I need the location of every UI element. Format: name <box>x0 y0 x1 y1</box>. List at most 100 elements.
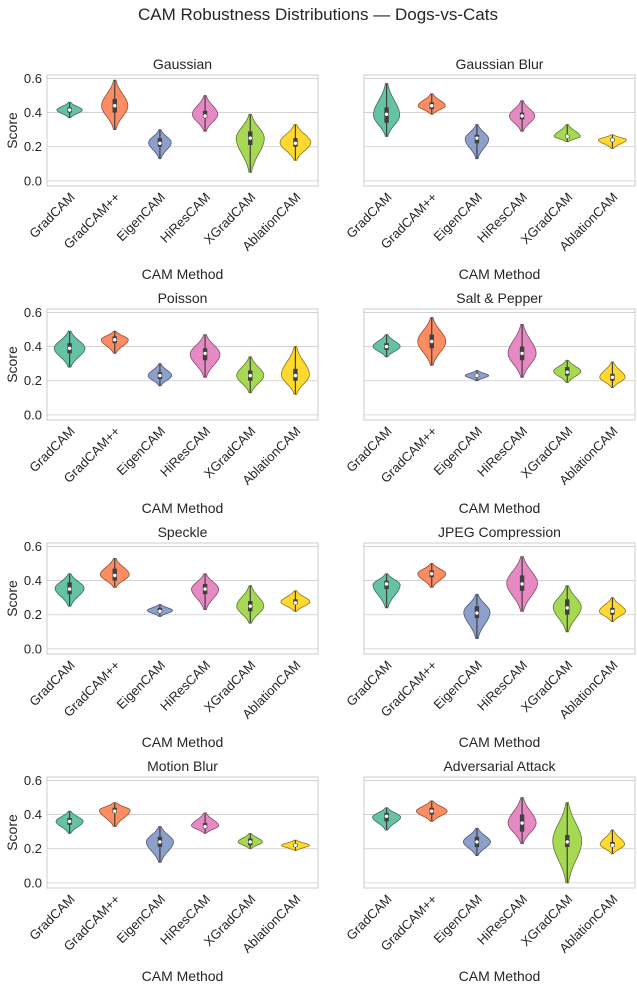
violin-median <box>430 809 434 813</box>
violin-median <box>158 609 162 614</box>
panel-3: Salt & PepperGradCAMGradCAM++EigenCAMHiR… <box>343 290 636 516</box>
y-tick-label: 0.2 <box>24 373 42 388</box>
violin-median <box>158 840 162 844</box>
panel-frame <box>46 308 319 421</box>
violin-median <box>113 809 117 813</box>
panel-4: Speckle0.00.20.40.6ScoreGradCAMGradCAM++… <box>4 524 319 750</box>
panel-frame <box>363 308 636 421</box>
panel-frame <box>46 74 319 187</box>
y-tick-label: 0.0 <box>24 875 42 890</box>
x-axis-label: CAM Method <box>459 968 541 984</box>
panel-0: Gaussian0.00.20.40.6ScoreGradCAMGradCAM+… <box>4 56 319 282</box>
violin-box <box>202 110 208 118</box>
violin-median <box>293 141 298 146</box>
y-axis-label: Score <box>4 346 20 383</box>
violin-median <box>610 138 615 142</box>
panel-title: Poisson <box>158 290 208 306</box>
violin-median <box>293 601 298 605</box>
violin-median <box>158 141 162 146</box>
panel-frame <box>363 542 636 655</box>
panel-frame <box>46 776 319 889</box>
violin-median <box>248 136 252 140</box>
panel-title: Adversarial Attack <box>443 758 556 774</box>
panel-title: Gaussian Blur <box>456 56 544 72</box>
violin-median <box>475 373 479 378</box>
violin-median <box>430 104 434 108</box>
violin-median <box>565 606 569 610</box>
violin-median <box>520 114 524 118</box>
violin-median <box>203 114 207 118</box>
violin-median <box>565 370 569 374</box>
panel-6: Motion Blur0.00.20.40.6ScoreGradCAMGradC… <box>4 758 319 984</box>
y-axis-label: Score <box>4 814 20 851</box>
violin-median <box>113 338 117 342</box>
violin-median <box>248 604 252 608</box>
violin-median <box>384 112 389 116</box>
violin-median <box>520 821 524 825</box>
violin-median <box>248 840 252 844</box>
violin-median <box>67 587 72 591</box>
y-axis-label: Score <box>4 580 20 617</box>
panel-title: JPEG Compression <box>438 524 561 540</box>
panel-5: JPEG CompressionGradCAMGradCAM++EigenCAM… <box>343 524 636 750</box>
x-axis-label: CAM Method <box>459 266 541 282</box>
violin-median <box>475 840 479 844</box>
violin-median <box>203 351 207 356</box>
panel-title: Salt & Pepper <box>456 290 543 306</box>
violin-median <box>430 339 434 344</box>
violin-median <box>113 573 117 578</box>
violin-median <box>67 819 72 824</box>
violin-median <box>67 108 72 112</box>
violin-median <box>158 373 162 378</box>
y-tick-label: 0.6 <box>24 773 42 788</box>
x-axis-label: CAM Method <box>142 968 224 984</box>
y-tick-label: 0.4 <box>24 339 42 354</box>
violin-median <box>203 824 207 829</box>
violin-median <box>384 582 389 586</box>
x-axis-label: CAM Method <box>142 500 224 516</box>
panel-title: Motion Blur <box>147 758 218 774</box>
violin-median <box>520 582 524 586</box>
x-axis-label: CAM Method <box>459 734 541 750</box>
violin-median <box>475 136 479 140</box>
violin-median <box>384 814 389 818</box>
y-tick-label: 0.0 <box>24 173 42 188</box>
x-axis-label: CAM Method <box>459 500 541 516</box>
violin-median <box>520 351 524 356</box>
violin-median <box>203 587 207 591</box>
violin-median <box>565 134 569 139</box>
y-axis-label: Score <box>4 112 20 149</box>
panel-7: Adversarial AttackGradCAMGradCAM++EigenC… <box>343 758 636 984</box>
panel-frame <box>363 776 636 889</box>
y-tick-label: 0.4 <box>24 573 42 588</box>
violin-median <box>610 843 615 848</box>
panel-frame <box>46 542 319 655</box>
violin-median <box>67 346 72 350</box>
y-tick-label: 0.0 <box>24 641 42 656</box>
violin-median <box>610 609 615 614</box>
violin-median <box>430 572 434 576</box>
panel-title: Speckle <box>158 524 208 540</box>
panel-1: Gaussian BlurGradCAMGradCAM++EigenCAMHiR… <box>343 56 636 282</box>
violin-median <box>293 843 298 848</box>
x-axis-label: CAM Method <box>142 734 224 750</box>
y-tick-label: 0.6 <box>24 305 42 320</box>
violin-median <box>475 611 479 615</box>
y-tick-label: 0.2 <box>24 139 42 154</box>
violin-median <box>293 373 298 378</box>
y-tick-label: 0.4 <box>24 105 42 120</box>
y-tick-label: 0.0 <box>24 407 42 422</box>
violin-median <box>248 373 252 378</box>
figure-title: CAM Robustness Distributions — Dogs-vs-C… <box>138 5 498 24</box>
violin-median <box>384 344 389 349</box>
y-tick-label: 0.6 <box>24 71 42 86</box>
violin-median <box>610 375 615 380</box>
x-axis-label: CAM Method <box>142 266 224 282</box>
y-tick-label: 0.6 <box>24 539 42 554</box>
panel-title: Gaussian <box>153 56 212 72</box>
panel-2: Poisson0.00.20.40.6ScoreGradCAMGradCAM++… <box>4 290 319 516</box>
y-tick-label: 0.2 <box>24 841 42 856</box>
y-tick-label: 0.2 <box>24 607 42 622</box>
